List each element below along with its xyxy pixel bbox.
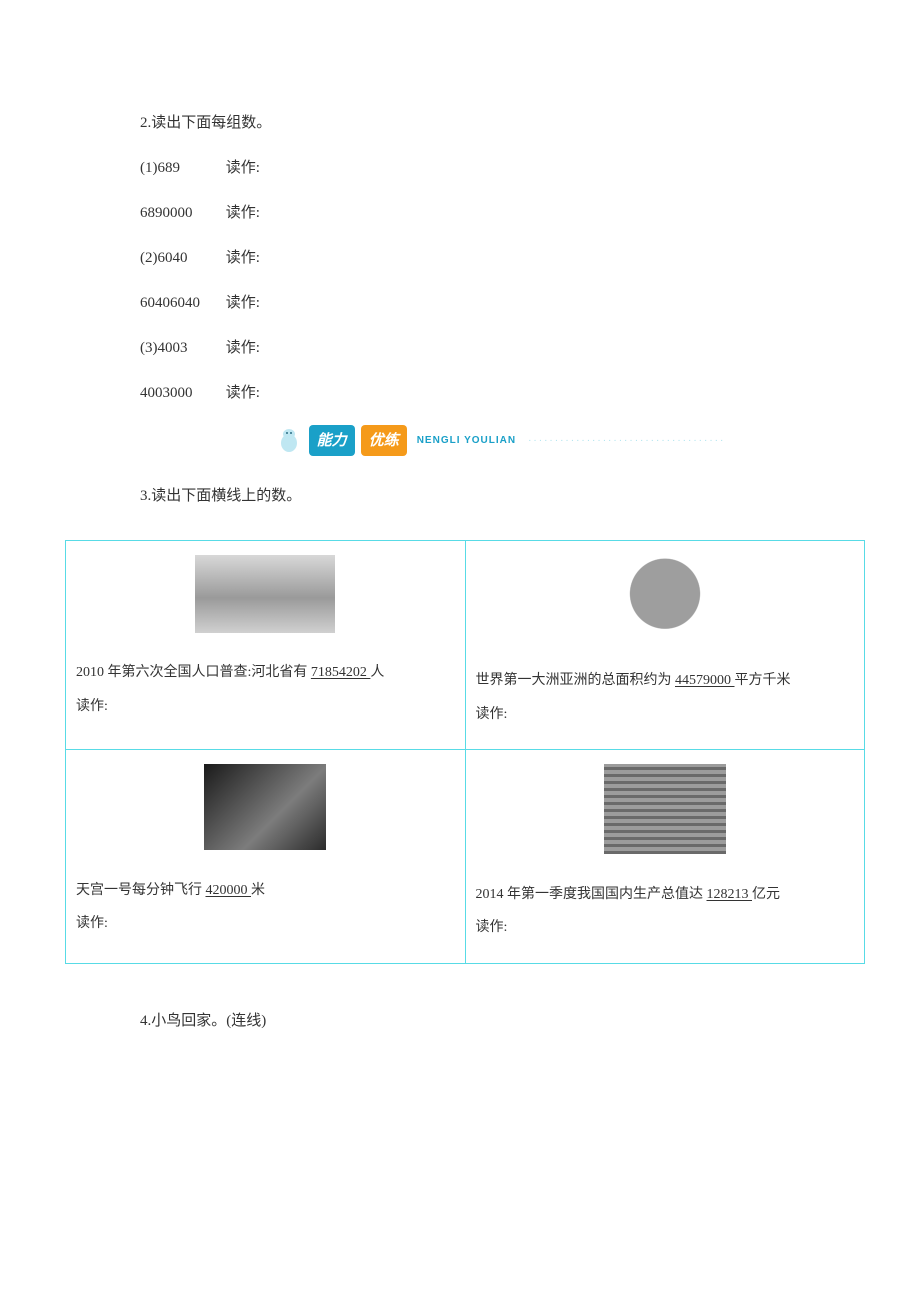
q3-cell-1: 世界第一大洲亚洲的总面积约为 44579000 平方千米 读作: [465,540,865,750]
q2-num-0: (1)689 [140,155,222,182]
q3-under-2: 420000 [206,883,252,898]
q3-under-0: 71854202 [311,665,371,680]
q2-item-1: 6890000 读作: [140,200,860,227]
image-placeholder [204,764,326,850]
table-row: 2010 年第六次全国人口普查:河北省有 71854202 人 读作: 世界第一… [66,540,865,750]
q3-img-3 [476,764,855,868]
q2-label-1: 读作: [226,205,260,221]
q2-item-2: (2)6040 读作: [140,245,860,272]
q3-table: 2010 年第六次全国人口普查:河北省有 71854202 人 读作: 世界第一… [65,540,865,965]
q3-title: 3.读出下面横线上的数。 [140,483,860,510]
mascot-icon [275,427,303,455]
q3-read-0: 读作: [76,690,455,724]
q3-img-0 [76,555,455,647]
q2-item-5: 4003000 读作: [140,380,860,407]
q3-pre-1: 世界第一大洲亚洲的总面积约为 [476,673,676,688]
banner-word2: 优练 [361,425,407,456]
q2-label-0: 读作: [226,160,260,176]
question-2: 2.读出下面每组数。 (1)689 读作: 6890000 读作: (2)604… [140,110,860,407]
banner-pinyin: NENGLI YOULIAN [417,432,516,450]
q3-pre-3: 2014 年第一季度我国国内生产总值达 [476,887,707,902]
q3-post-0: 人 [370,665,384,680]
q3-pre-0: 2010 年第六次全国人口普查:河北省有 [76,665,311,680]
q4-title: 4.小鸟回家。(连线) [140,1008,860,1035]
q3-img-1 [476,555,855,655]
question-4: 4.小鸟回家。(连线) [140,1008,860,1035]
image-placeholder [195,555,335,633]
q2-label-4: 读作: [226,340,260,356]
q3-read-1: 读作: [476,698,855,732]
q3-cell-0: 2010 年第六次全国人口普查:河北省有 71854202 人 读作: [66,540,466,750]
q3-under-1: 44579000 [675,673,735,688]
q2-item-0: (1)689 读作: [140,155,860,182]
q3-read-3: 读作: [476,911,855,945]
q3-post-2: 米 [251,883,265,898]
q2-num-5: 4003000 [140,380,222,407]
q3-cell-3: 2014 年第一季度我国国内生产总值达 128213 亿元 读作: [465,750,865,964]
q3-cell-2: 天宫一号每分钟飞行 420000 米 读作: [66,750,466,964]
q3-under-3: 128213 [707,887,753,902]
q2-label-3: 读作: [226,295,260,311]
banner-dots: ····································· [528,432,725,450]
q2-item-3: 60406040 读作: [140,290,860,317]
banner-word1: 能力 [309,425,355,456]
q2-num-3: 60406040 [140,290,222,317]
image-placeholder [604,764,726,854]
q3-pre-2: 天宫一号每分钟飞行 [76,883,206,898]
question-3: 3.读出下面横线上的数。 2010 年第六次全国人口普查:河北省有 718542… [140,483,860,965]
q2-title: 2.读出下面每组数。 [140,110,860,137]
q2-label-5: 读作: [226,385,260,401]
q2-num-4: (3)4003 [140,335,222,362]
q2-label-2: 读作: [226,250,260,266]
q3-img-2 [76,764,455,864]
ability-banner: 能力 优练 NENGLI YOULIAN ···················… [140,425,860,465]
q3-post-1: 平方千米 [735,673,791,688]
image-placeholder [604,555,726,641]
q2-num-1: 6890000 [140,200,222,227]
q3-post-3: 亿元 [752,887,780,902]
q3-read-2: 读作: [76,907,455,941]
q2-item-4: (3)4003 读作: [140,335,860,362]
q2-num-2: (2)6040 [140,245,222,272]
table-row: 天宫一号每分钟飞行 420000 米 读作: 2014 年第一季度我国国内生产总… [66,750,865,964]
